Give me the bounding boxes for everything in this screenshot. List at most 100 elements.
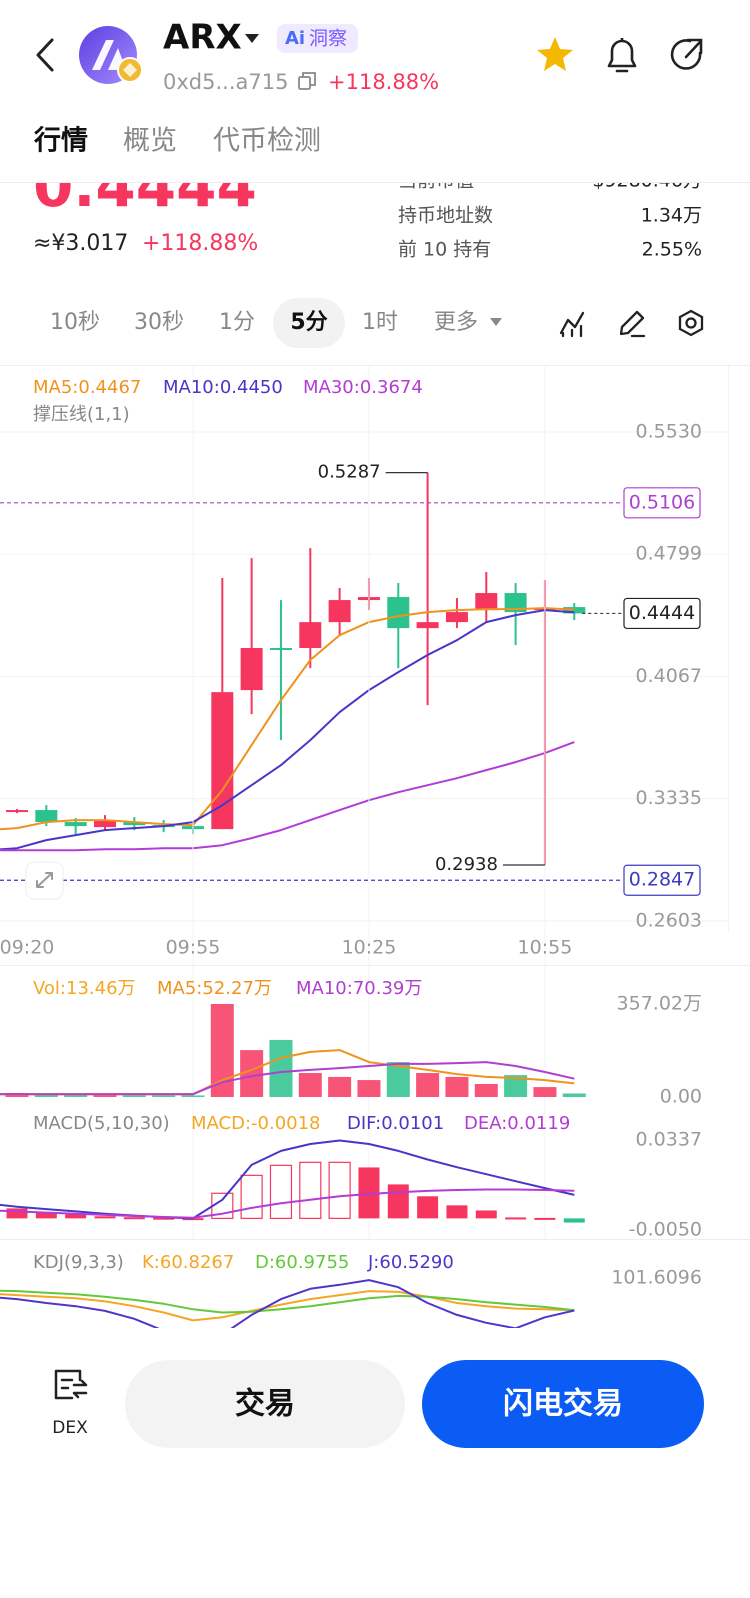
interval[interactable]: 30秒: [134, 310, 184, 335]
settings-icon[interactable]: [678, 309, 704, 337]
candle-body: [6, 810, 28, 813]
back-button[interactable]: [36, 38, 54, 72]
level-box: [623, 864, 701, 896]
tab[interactable]: 行情: [33, 125, 88, 157]
y-tick-label: 0.00: [660, 1086, 702, 1108]
y-tick-label: 0.3335: [636, 787, 702, 809]
series-line: [0, 607, 575, 831]
candle-body: [475, 593, 498, 611]
volume-bar: [64, 1094, 88, 1097]
macd-bar: [240, 1174, 263, 1219]
candle-body: [299, 622, 322, 649]
legend-item: MA10:0.4450: [163, 377, 283, 398]
macd-bar: [475, 1210, 497, 1219]
panel-title: 撑压线(1,1): [33, 404, 130, 425]
macd-bar: [153, 1217, 175, 1220]
interval[interactable]: 10秒: [50, 310, 100, 335]
legend-item: J:60.5290: [367, 1252, 454, 1273]
candle-body: [416, 622, 439, 629]
insight-label: 洞察: [309, 28, 347, 50]
y-tick-label: 101.6096: [611, 1267, 702, 1289]
volume-bar: [181, 1095, 205, 1097]
candle-body: [563, 607, 586, 614]
share-icon[interactable]: [670, 38, 703, 70]
panel-title: KDJ(9,3,3): [33, 1252, 124, 1273]
volume-bar: [298, 1073, 322, 1097]
insight-icon: Ai: [285, 28, 305, 49]
candle-body: [35, 810, 58, 823]
macd-bar: [94, 1216, 116, 1219]
flash-trade-button[interactable]: [422, 1360, 704, 1448]
volume-bar: [122, 1095, 146, 1097]
candle-body: [123, 822, 146, 826]
address-change: +118.88%: [328, 70, 439, 94]
insight-badge[interactable]: [277, 24, 358, 53]
macd-bar: [358, 1167, 380, 1219]
volume-bar: [210, 1004, 234, 1097]
series-line: [0, 741, 575, 852]
token-name[interactable]: ARX: [163, 18, 242, 58]
macd-bar: [123, 1217, 145, 1220]
series-line: [0, 1289, 575, 1314]
legend-item: MA5:52.27万: [157, 978, 272, 999]
charts: 0.5530 0.4799 0.4067 0.3335 0.2603 09:20 09:55…: [0, 366, 728, 1328]
macd-bar: [299, 1161, 322, 1219]
macd-bar: [446, 1205, 468, 1219]
copy-icon[interactable]: [298, 72, 316, 90]
current-price-box: [623, 597, 701, 630]
x-tick-label: 10:55: [518, 937, 573, 959]
volume-bar: [34, 1094, 58, 1097]
legend-item: K:60.8267: [142, 1252, 234, 1273]
candle-body: [445, 612, 468, 623]
volume-bar: [533, 1087, 557, 1097]
expand-button[interactable]: [25, 861, 64, 900]
dex-label: DEX: [52, 1418, 88, 1438]
stat-value: 2.55%: [642, 239, 702, 261]
x-tick-label: 10:25: [342, 937, 397, 959]
volume-bar: [562, 1093, 586, 1097]
legend-item: MA30:0.3674: [303, 377, 423, 398]
token-dropdown[interactable]: [245, 34, 259, 43]
plot-area: [0, 1139, 585, 1223]
x-tick-label: 09:20: [0, 937, 54, 959]
macd-bar: [328, 1161, 351, 1219]
x-tick-label: 09:55: [166, 937, 221, 959]
trade-button[interactable]: [125, 1360, 405, 1448]
tab[interactable]: 概览: [123, 126, 177, 157]
legend-item: MA10:70.39万: [296, 978, 422, 999]
tab[interactable]: 代币检测: [213, 126, 321, 157]
candle-body: [328, 600, 351, 623]
favorite-star[interactable]: [537, 37, 573, 71]
level-label: 0.5106: [629, 491, 695, 513]
y-tick-label: 0.5530: [636, 421, 702, 443]
interval[interactable]: 更多: [434, 310, 478, 335]
series-line: [0, 1290, 575, 1322]
volume-bar: [445, 1076, 469, 1097]
dex-icon[interactable]: [54, 1369, 88, 1400]
header-bg: [0, 0, 750, 182]
y-tick-label: 357.02万: [617, 993, 702, 1015]
level-box: [623, 487, 701, 519]
flash-trade-button-label: 闪电交易: [503, 1387, 623, 1422]
indicator-icon[interactable]: [559, 311, 585, 338]
macd-bar: [35, 1212, 57, 1219]
draw-icon[interactable]: [619, 310, 646, 338]
legend-item: Vol:13.46万: [33, 978, 136, 999]
volume-bar: [357, 1080, 381, 1097]
legend-item: MA5:0.4467: [33, 377, 141, 398]
candle-body: [93, 820, 116, 828]
interval[interactable]: 1时: [362, 310, 398, 335]
macd-bar: [505, 1217, 527, 1220]
legend-item: D:60.9755: [255, 1252, 349, 1273]
series-line: [0, 1279, 575, 1328]
legend-item: MACD:-0.0018: [191, 1113, 321, 1134]
more-dropdown[interactable]: [490, 318, 502, 326]
bell-icon[interactable]: [607, 38, 637, 73]
candle-body: [504, 593, 527, 613]
interval[interactable]: 5分: [290, 310, 327, 335]
macd-bar: [387, 1184, 409, 1219]
panel-title: MACD(5,10,30): [33, 1113, 170, 1134]
interval[interactable]: 1分: [219, 310, 255, 335]
y-tick-label: 0.0337: [636, 1129, 702, 1151]
macd-bar: [6, 1208, 28, 1219]
